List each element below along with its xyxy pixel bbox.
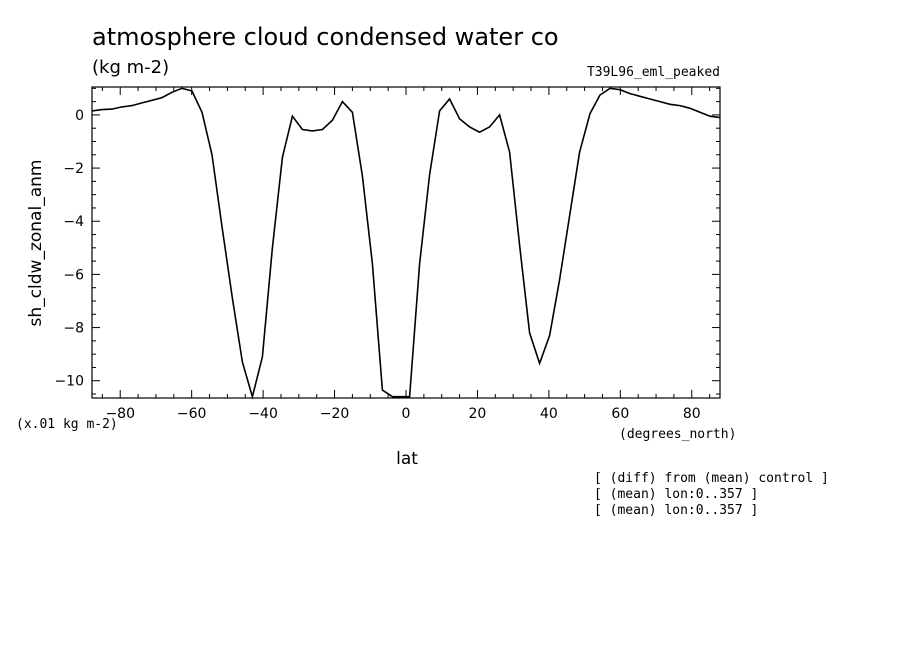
y-tick-labels: 0 −2 −4 −6 −8 −10 xyxy=(54,108,84,390)
y-tick-label: 0 xyxy=(75,108,84,124)
plot-frame xyxy=(91,86,721,399)
y-tick-label: −6 xyxy=(63,267,84,283)
y-tick-label: −10 xyxy=(54,374,84,390)
y-axis-label: sh_cldw_zonal_anm xyxy=(26,160,46,327)
x-tick-label: 20 xyxy=(469,406,487,422)
x-units: (degrees_north) xyxy=(619,427,736,442)
x-tick-label: 40 xyxy=(540,406,558,422)
x-tick-label: −60 xyxy=(177,406,207,422)
x-tick-label: −20 xyxy=(320,406,350,422)
x-tick-label: 0 xyxy=(402,406,411,422)
experiment-label: T39L96_eml_peaked xyxy=(587,65,720,80)
tick-marks xyxy=(92,87,720,398)
x-tick-label: −40 xyxy=(248,406,278,422)
x-tick-label: 80 xyxy=(683,406,701,422)
y-units: (x.01 kg m-2) xyxy=(16,417,118,432)
x-tick-label: 60 xyxy=(611,406,629,422)
series-line xyxy=(91,87,721,400)
y-tick-label: −2 xyxy=(63,161,84,177)
x-axis-label: lat xyxy=(396,449,418,469)
y-tick-label: −8 xyxy=(63,321,84,337)
chart-title: atmosphere cloud condensed water co xyxy=(92,23,559,51)
note-mean-lon-2: [ (mean) lon:0..357 ] xyxy=(594,503,758,518)
chart-subtitle: (kg m-2) xyxy=(92,57,169,78)
note-mean-lon-1: [ (mean) lon:0..357 ] xyxy=(594,487,758,502)
y-tick-label: −4 xyxy=(63,214,84,230)
note-diff: [ (diff) from (mean) control ] xyxy=(594,471,829,486)
x-tick-label: −80 xyxy=(105,406,135,422)
x-tick-labels: −80 −60 −40 −20 0 20 40 60 80 xyxy=(105,406,700,422)
